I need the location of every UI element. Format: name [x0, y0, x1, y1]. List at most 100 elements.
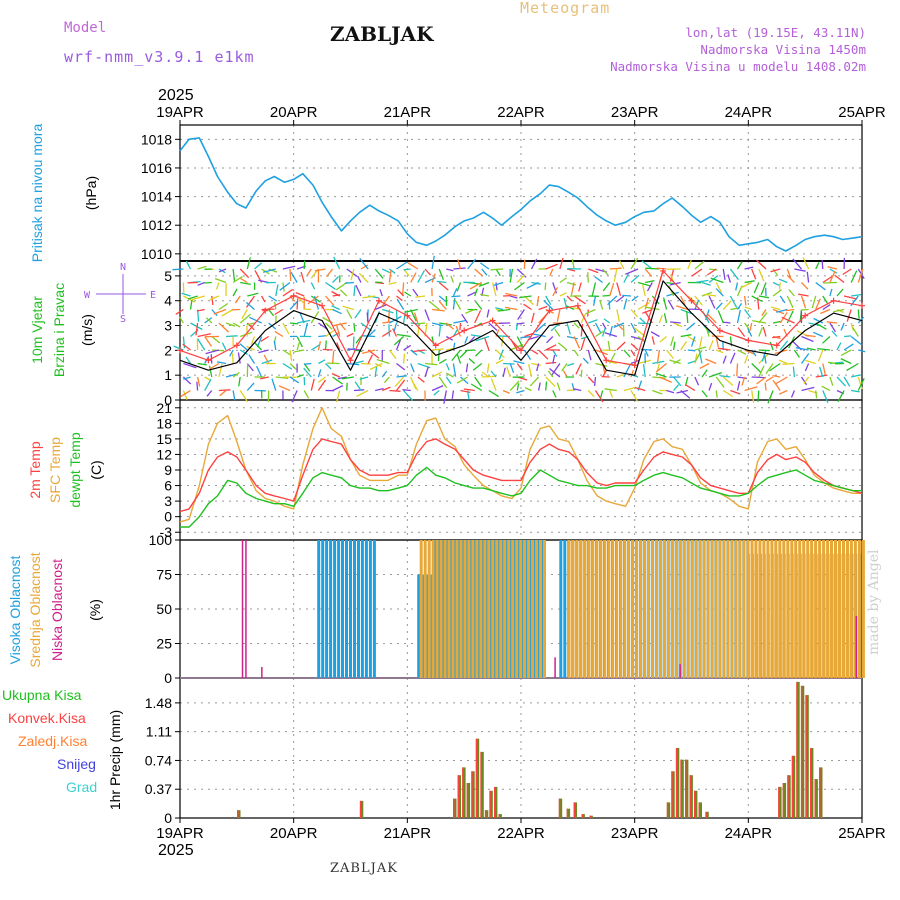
wind-barb: [829, 271, 836, 283]
wind-barb: [580, 323, 584, 337]
wind-barb: [790, 390, 796, 398]
wind-barb: [817, 347, 830, 351]
x-tick-label-top: 23APR: [611, 104, 659, 121]
wind-barb: [357, 275, 362, 283]
wind-barb: [278, 385, 291, 392]
wind-barb: [410, 349, 418, 356]
precip-bar: [237, 810, 241, 818]
wind-gust-marker: [859, 302, 865, 309]
precip-bar: [589, 815, 593, 818]
wind-barb: [556, 309, 561, 322]
wind-barb: [461, 313, 469, 324]
wind-barb: [472, 362, 483, 371]
precip-bar: [480, 751, 484, 818]
wind-barb: [701, 369, 708, 378]
x-tick-label-top: 20APR: [270, 104, 318, 121]
wind-barb: [437, 349, 440, 362]
wind-barb: [431, 385, 444, 392]
wind-barb: [663, 313, 668, 324]
wind-barb: [588, 268, 599, 274]
wind-barb: [551, 363, 561, 375]
y-tick-label: 1010: [141, 246, 172, 262]
precip-bar: [466, 783, 471, 818]
wind-barb: [221, 308, 234, 317]
wind-barb: [840, 349, 852, 356]
wind-barb: [580, 313, 586, 324]
wind-barb: [256, 365, 263, 378]
wind-barb: [495, 268, 501, 277]
wind-barb: [342, 305, 355, 311]
wind-barb: [509, 343, 524, 351]
wind-barb: [781, 316, 795, 324]
wind-barb: [454, 298, 462, 310]
wind-barb: [815, 262, 820, 270]
wind-barb: [248, 354, 256, 364]
wind-barb: [756, 259, 767, 270]
wind-barb: [595, 362, 608, 367]
wind-barb: [545, 376, 556, 387]
wind-barb: [392, 328, 398, 337]
wind-barb: [453, 267, 466, 270]
wind-barb: [268, 309, 275, 317]
wind-barb: [417, 376, 425, 383]
wind-barb: [246, 257, 251, 270]
wind-barb: [587, 390, 595, 398]
wind-barb: [317, 341, 322, 351]
wind-barb: [376, 358, 390, 365]
wind-barb: [737, 349, 747, 355]
wind-barb: [396, 295, 403, 302]
wind-barb: [545, 381, 548, 391]
wind-gust-marker: [177, 347, 183, 354]
year-label-top: 2025: [158, 87, 194, 104]
precip-bar: [685, 759, 689, 818]
wind-barb: [218, 363, 223, 378]
wind-barb: [758, 268, 765, 282]
wind-barb: [509, 363, 515, 374]
y-tick-label: 12: [156, 446, 172, 462]
wind-gust-marker: [603, 357, 610, 364]
wind-barb: [720, 375, 731, 378]
wind-barb: [673, 322, 683, 328]
wind-barb: [536, 363, 540, 372]
wind-barb: [625, 268, 639, 275]
wind-barb: [722, 300, 732, 310]
wind-barb: [241, 309, 248, 320]
x-tick-label-top: 25APR: [838, 104, 886, 121]
wind-gust-marker: [660, 267, 667, 274]
wind-barb: [630, 343, 639, 351]
wind-barb: [340, 289, 348, 297]
wind-barb: [424, 362, 438, 366]
wind-barb: [836, 342, 842, 351]
wind-barb: [556, 382, 561, 391]
wind-barb: [811, 295, 817, 309]
wind-barb: [794, 268, 806, 272]
wind-barb: [182, 390, 188, 400]
wind-barb: [843, 376, 851, 387]
conv-precip-bar: [498, 814, 500, 818]
wind-barb: [715, 376, 725, 388]
wind-barb: [630, 309, 639, 318]
wind-barb: [180, 389, 191, 398]
wind-barb: [467, 258, 477, 270]
x-tick-label-bottom: 25APR: [838, 825, 886, 842]
conv-precip-bar: [782, 783, 785, 818]
wind-barb: [602, 268, 609, 276]
wind-barb: [607, 360, 617, 365]
wind-barb: [722, 321, 731, 324]
wind-barb: [402, 310, 407, 324]
wind-barb: [291, 390, 298, 403]
conv-precip-bar: [480, 751, 482, 818]
wind-barb: [303, 322, 309, 337]
wind-barb: [613, 268, 618, 282]
sfctemp-axis-title: SFC Temp: [47, 437, 63, 503]
wind-barb: [571, 259, 575, 270]
wind-barb: [578, 282, 582, 292]
y-tick-label: -3: [160, 524, 173, 540]
wind-barb: [314, 268, 326, 272]
wind-barb: [480, 262, 490, 270]
y-tick-label: 1.11: [146, 724, 172, 740]
wind-barb: [187, 295, 198, 300]
wind-barb: [705, 326, 710, 337]
wind-barb: [456, 282, 462, 292]
y-tick-label: 3: [164, 318, 172, 334]
